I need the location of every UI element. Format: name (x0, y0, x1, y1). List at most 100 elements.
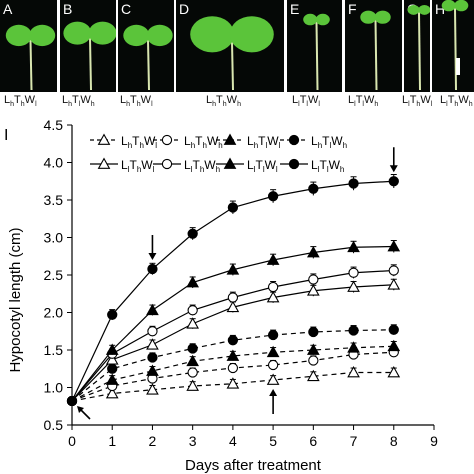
series-line (71, 371, 394, 402)
legend-subscript: l (128, 165, 130, 174)
y-axis-label: Hypocotyl length (cm) (7, 227, 24, 372)
data-point (187, 228, 198, 239)
seedling-illustration (63, 21, 116, 91)
condition-label: LhTlWh (62, 94, 95, 109)
data-point (147, 352, 158, 363)
data-point (348, 178, 359, 189)
legend-label: LlThWl (121, 158, 155, 174)
data-point (66, 395, 78, 407)
legend-subscript: h (200, 165, 204, 174)
data-point (146, 383, 159, 395)
legend-subscript: l (155, 141, 157, 150)
chart-axes: 0 1 2 3 4 5 6 7 8 9 0.5 1.0 1.5 2.0 2.5 3.0 3.5 4.0 4.5 (44, 117, 439, 449)
data-point (347, 341, 360, 353)
data-point (308, 355, 319, 366)
data-point (267, 281, 279, 293)
seedling-illustration (190, 16, 274, 91)
y-tick-label: 2.0 (44, 305, 64, 321)
legend-letter: T (319, 158, 327, 172)
condition-label: LhThWl (120, 94, 153, 109)
legend-subscript: l (265, 141, 267, 150)
x-tick-label: 2 (149, 433, 157, 449)
data-point (306, 343, 320, 355)
hypocotyl-length-chart: I 0 1 2 3 4 5 6 7 8 90.51.01.52.02.53.03.54.04.5 … (4, 117, 439, 474)
data-point (186, 379, 200, 391)
legend-entry: LlThWh (153, 158, 220, 174)
data-point (105, 353, 119, 365)
legend-letter: W (265, 158, 277, 172)
condition-label: LhThWl (4, 94, 37, 109)
seedling-illustration (441, 0, 469, 91)
legend-letter: T (195, 134, 203, 148)
legend-subscript: h (343, 141, 347, 150)
condition-label: LhThWh (206, 94, 241, 109)
condition-label: LlThWh (440, 94, 473, 109)
y-tick-label: 4.5 (44, 117, 64, 133)
data-point (308, 274, 319, 285)
legend-label: LlTlWh (311, 158, 344, 174)
legend-subscript: l (191, 165, 193, 174)
data-point (348, 267, 359, 278)
legend-letter: W (267, 134, 279, 148)
y-tick-label: 3.5 (44, 192, 64, 208)
data-point (387, 339, 401, 352)
data-point (267, 359, 279, 371)
data-point (186, 317, 200, 329)
series-lltlwh (66, 174, 399, 407)
legend-subscript: l (153, 165, 155, 174)
data-point (347, 365, 360, 378)
legend-marker (288, 158, 300, 170)
legend-subscript: h (216, 165, 220, 174)
legend-label: LhThWh (184, 134, 223, 150)
seedling-illustration (123, 24, 173, 91)
legend-letter: L (121, 134, 128, 148)
condition-label: LlThWl (402, 94, 433, 109)
seedling-illustration (360, 10, 391, 91)
data-point (187, 305, 198, 316)
legend-marker (288, 134, 300, 146)
legend-letter: T (322, 134, 330, 148)
data-point (107, 363, 118, 374)
seedling-illustration (407, 4, 430, 91)
data-point (306, 245, 320, 258)
x-tick-label: 6 (309, 433, 317, 449)
legend-letter: L (121, 158, 128, 172)
seedling-photo-b: B (60, 0, 116, 92)
data-point (266, 345, 280, 358)
legend-label: LhTlWh (311, 134, 347, 150)
legend-marker (161, 134, 173, 146)
panel-letter: H (435, 1, 446, 17)
data-point (105, 343, 119, 355)
legend-subscript: h (139, 141, 143, 150)
data-point (387, 365, 401, 378)
data-point (226, 377, 240, 389)
arrow-shaft (79, 408, 91, 420)
y-tick-label: 0.5 (44, 417, 64, 433)
legend-letter: T (132, 134, 140, 148)
x-tick-label: 0 (68, 433, 76, 449)
legend-subscript: l (276, 165, 278, 174)
annotation-arrow (148, 235, 157, 260)
legend-entry: LhTlWh (280, 134, 347, 150)
data-point (146, 338, 159, 350)
legend-subscript: h (254, 141, 258, 150)
x-tick-label: 1 (108, 433, 116, 449)
legend-subscript: l (327, 165, 329, 174)
legend-letter: L (247, 134, 254, 148)
legend-marker (161, 158, 173, 170)
annotation-arrow (389, 147, 398, 173)
series-llthwl (66, 278, 401, 407)
legend-marker (97, 133, 111, 145)
legend-label: LlTlWl (247, 158, 278, 174)
annotation-arrow (269, 389, 278, 414)
data-point (146, 364, 159, 376)
legend-subscript: h (218, 141, 222, 150)
data-point (348, 325, 359, 336)
legend-subscript: l (254, 165, 256, 174)
arrow-head (77, 406, 84, 413)
data-point (147, 326, 158, 337)
data-point (266, 253, 280, 265)
panel-letter-i: I (4, 127, 8, 144)
chart-series (66, 147, 401, 420)
condition-label: LlTlWh (348, 94, 379, 109)
